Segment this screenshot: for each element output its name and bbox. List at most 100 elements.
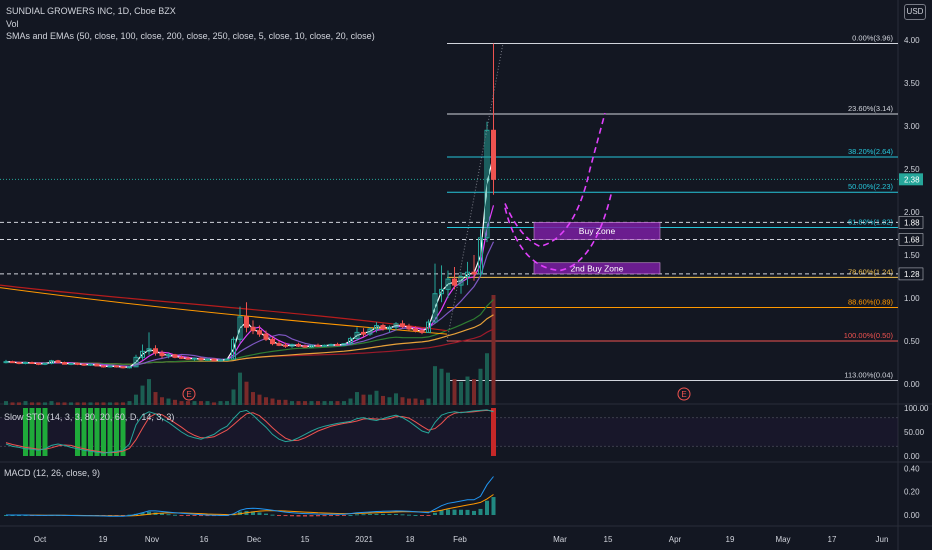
time-tick: Jun <box>876 535 889 544</box>
candle-body <box>120 366 126 369</box>
candle <box>354 327 360 341</box>
candle <box>478 229 483 277</box>
candle <box>309 344 314 348</box>
price-tick: 3.50 <box>904 79 920 88</box>
macd-histogram-bar <box>192 515 197 516</box>
candle-body <box>478 237 483 275</box>
candle-body <box>237 316 243 340</box>
candle-body <box>270 338 275 345</box>
volume-bar <box>56 402 60 405</box>
candle <box>205 358 210 361</box>
volume-bar <box>348 398 353 405</box>
macd-histogram-bar <box>420 515 424 516</box>
candle-body <box>153 348 158 354</box>
volume-bar <box>394 393 398 405</box>
macd-histogram-bar <box>387 513 392 515</box>
time-tick: Feb <box>453 535 467 544</box>
candle-body <box>172 354 178 358</box>
macd-histogram-bar <box>459 509 463 515</box>
candle <box>432 263 438 323</box>
candle <box>68 362 74 366</box>
macd-histogram-bar <box>413 515 418 516</box>
stoch-oversold-bar <box>120 408 126 456</box>
currency-badge[interactable]: USD <box>904 4 926 20</box>
macd-histogram-bar <box>478 508 483 515</box>
candle-body <box>432 293 438 323</box>
candle-body <box>75 362 80 365</box>
volume-bar <box>199 401 203 405</box>
candle-body <box>55 360 61 363</box>
macd-histogram-bar <box>303 515 307 517</box>
fib-level-label: 38.20%(2.64) <box>848 147 894 156</box>
volume-bar <box>4 401 8 405</box>
chart-title: SUNDIAL GROWERS INC, 1D, Cboe BZX <box>6 6 176 16</box>
candle <box>153 345 158 356</box>
candle-body <box>296 343 301 347</box>
time-tick: 2021 <box>355 535 373 544</box>
candle <box>393 322 399 331</box>
stoch-oversold-bar <box>107 408 113 456</box>
candle <box>198 357 204 361</box>
macd-histogram-bar <box>472 510 476 515</box>
time-tick: 15 <box>604 535 613 544</box>
candle <box>270 336 275 346</box>
volume-bar <box>88 402 93 405</box>
candle <box>36 362 41 366</box>
projection-path <box>504 112 606 248</box>
candle <box>406 323 412 331</box>
macd-histogram-bar <box>491 497 496 515</box>
volume-bar <box>290 401 294 405</box>
candle <box>211 358 217 362</box>
candle-body <box>198 357 204 361</box>
volume-bar <box>49 401 54 405</box>
buy-zone-label: Buy Zone <box>579 226 616 236</box>
volume-bar <box>329 401 333 405</box>
candle <box>315 343 321 348</box>
candle-body <box>36 362 41 365</box>
price-tick: 1.00 <box>904 294 920 303</box>
price-tick: 0.50 <box>904 337 920 346</box>
time-tick: 15 <box>301 535 310 544</box>
macd-histogram-bar <box>264 513 268 515</box>
volume-bar <box>127 401 132 405</box>
candle <box>276 341 282 347</box>
volume-bar <box>465 376 470 405</box>
price-tick: 2.00 <box>904 208 920 217</box>
volume-bar <box>387 397 392 405</box>
candle <box>250 320 256 335</box>
macd-histogram-bar <box>368 513 372 515</box>
macd-histogram-bar <box>290 515 294 517</box>
volume-bar <box>316 401 320 405</box>
moving-average-line <box>5 241 495 367</box>
stoch-oversold-bar <box>114 408 119 456</box>
candle-body <box>23 362 28 364</box>
macd-tick: 0.20 <box>904 488 920 497</box>
volume-bar <box>225 401 229 405</box>
candle <box>263 330 269 341</box>
volume-bar <box>277 399 281 405</box>
candle-body <box>133 356 139 368</box>
time-tick: 16 <box>200 535 209 544</box>
candle <box>94 363 100 367</box>
volume-bar <box>140 385 145 405</box>
volume-bar <box>381 395 385 405</box>
volume-bar <box>101 402 106 405</box>
macd-label: MACD (12, 26, close, 9) <box>4 468 101 478</box>
stoch-k-line <box>5 409 494 454</box>
volume-bar <box>335 401 340 405</box>
candle-body <box>309 344 314 348</box>
earnings-marker <box>182 387 196 401</box>
volume-bar <box>179 401 184 405</box>
candle-body <box>185 357 191 360</box>
volume-bar <box>186 401 190 405</box>
candle-body <box>302 345 308 348</box>
candle-body <box>146 348 152 352</box>
volume-bar <box>446 372 450 405</box>
candle-body <box>458 276 464 286</box>
candle-body <box>192 357 197 360</box>
candle <box>322 344 327 348</box>
price-tag <box>898 216 924 229</box>
volume-bar <box>283 399 288 405</box>
macd-histogram-bar <box>446 509 450 515</box>
